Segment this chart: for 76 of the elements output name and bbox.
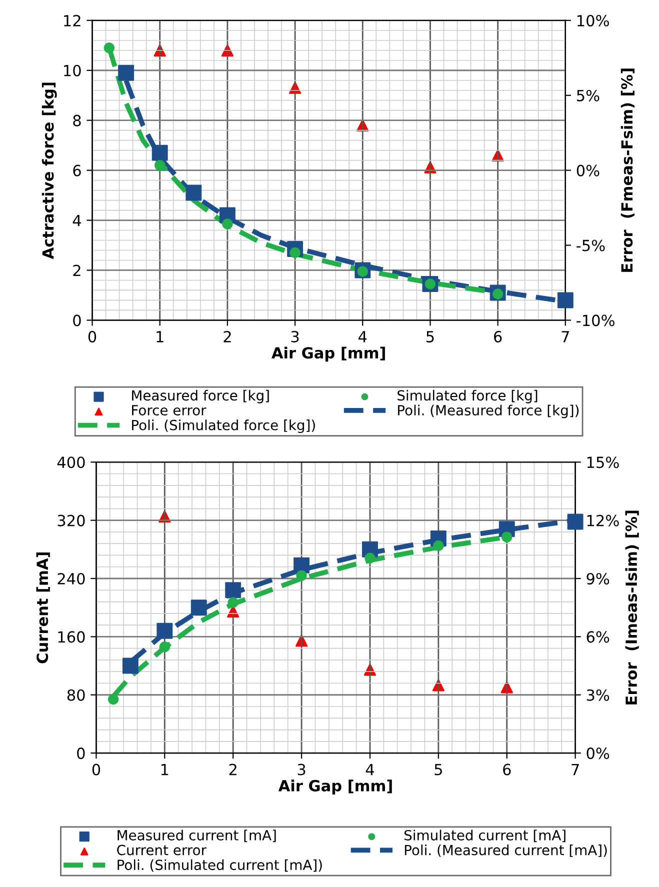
y-tick-label: 0 (73, 314, 81, 326)
legend-label: Force error (132, 405, 206, 416)
y-tick-label: 8 (73, 114, 81, 126)
x-tick-label: 1 (161, 764, 168, 776)
y2-tick-label: 0% (576, 164, 600, 176)
y2-tick-label: 0% (586, 748, 610, 760)
point (154, 160, 166, 171)
y-tick-label: 6 (73, 164, 81, 176)
point (228, 597, 238, 608)
y-tick-label: 4 (72, 214, 81, 226)
y-tick-label: 400 (57, 456, 85, 468)
point (222, 218, 233, 230)
y-tick-label: 320 (58, 514, 85, 526)
y2-tick-label: 5% (577, 90, 600, 102)
point (502, 532, 512, 542)
x-tick-label: 5 (426, 331, 434, 342)
legend-label: Measured current [mA] (118, 830, 276, 842)
y-tick-label: 80 (67, 689, 85, 701)
y-tick-label: 2 (73, 264, 80, 276)
point (225, 582, 242, 598)
point (104, 42, 115, 54)
x-tick-label: 3 (298, 764, 306, 776)
point (294, 557, 310, 574)
point (557, 292, 574, 308)
x-tick-label: 4 (366, 764, 374, 776)
y-axis-title: Current [mA] (36, 552, 50, 664)
point (118, 64, 134, 81)
x-tick-label: 6 (503, 764, 511, 776)
x-tick-label: 7 (562, 331, 569, 342)
y2-tick-label: -5% (576, 240, 605, 252)
legend-label: Poli. (Measured current [mA]) (404, 844, 607, 857)
y2-tick-label: 12% (587, 514, 619, 526)
y2-tick-label: 6% (586, 631, 610, 643)
point (152, 144, 168, 161)
y2-tick-label: 15% (587, 456, 619, 468)
legend-label: Poli. (Simulated current [mA]) (118, 859, 322, 872)
legend-label: Current error (117, 844, 207, 856)
y-tick-label: 0 (77, 748, 85, 760)
y-tick-label: 12 (64, 14, 80, 26)
y2-tick-label: -10% (576, 314, 614, 326)
x-tick-label: 0 (88, 330, 96, 342)
point (190, 600, 207, 616)
x-axis-title: Air Gap [mm] (278, 780, 392, 794)
y-tick-label: 10 (64, 64, 81, 76)
legend-label: Poli. (Simulated force [kg]) (132, 420, 315, 433)
point (108, 694, 119, 705)
x-axis-title: Air Gap [mm] (272, 346, 385, 362)
x-tick-label: 6 (494, 330, 502, 342)
y2-tick-label: 10% (578, 14, 609, 26)
legend-label: Poli. (Measured force [kg]) (398, 404, 579, 418)
y-tick-label: 160 (58, 631, 85, 643)
y2-axis-title: Error (Imeas-Isim) [%] (625, 510, 639, 704)
legend-label: Simulated current [mA] (404, 830, 566, 842)
legend-label: Simulated force [kg] (398, 390, 538, 404)
point (433, 540, 444, 552)
y2-tick-label: 3% (586, 689, 610, 701)
y2-tick-label: 9% (586, 572, 610, 585)
point (364, 552, 376, 564)
point (186, 184, 202, 201)
y-axis-title: Actractive force [kg] (42, 82, 57, 260)
x-tick-label: 1 (156, 331, 164, 342)
x-tick-label: 5 (434, 764, 442, 776)
point (296, 570, 307, 581)
legend-label: Measured force [kg] (132, 390, 269, 404)
x-tick-label: 0 (92, 764, 100, 776)
x-tick-label: 7 (572, 764, 579, 776)
x-tick-label: 4 (358, 331, 367, 342)
point (156, 622, 173, 639)
point (567, 514, 584, 530)
y-tick-label: 240 (58, 572, 85, 585)
y2-axis-title: Error (Fmeas-Fsim) [%] (620, 68, 634, 272)
x-tick-label: 2 (224, 330, 231, 342)
x-tick-label: 3 (291, 330, 299, 342)
point (159, 642, 170, 652)
point (122, 658, 138, 674)
x-tick-label: 2 (229, 764, 236, 776)
